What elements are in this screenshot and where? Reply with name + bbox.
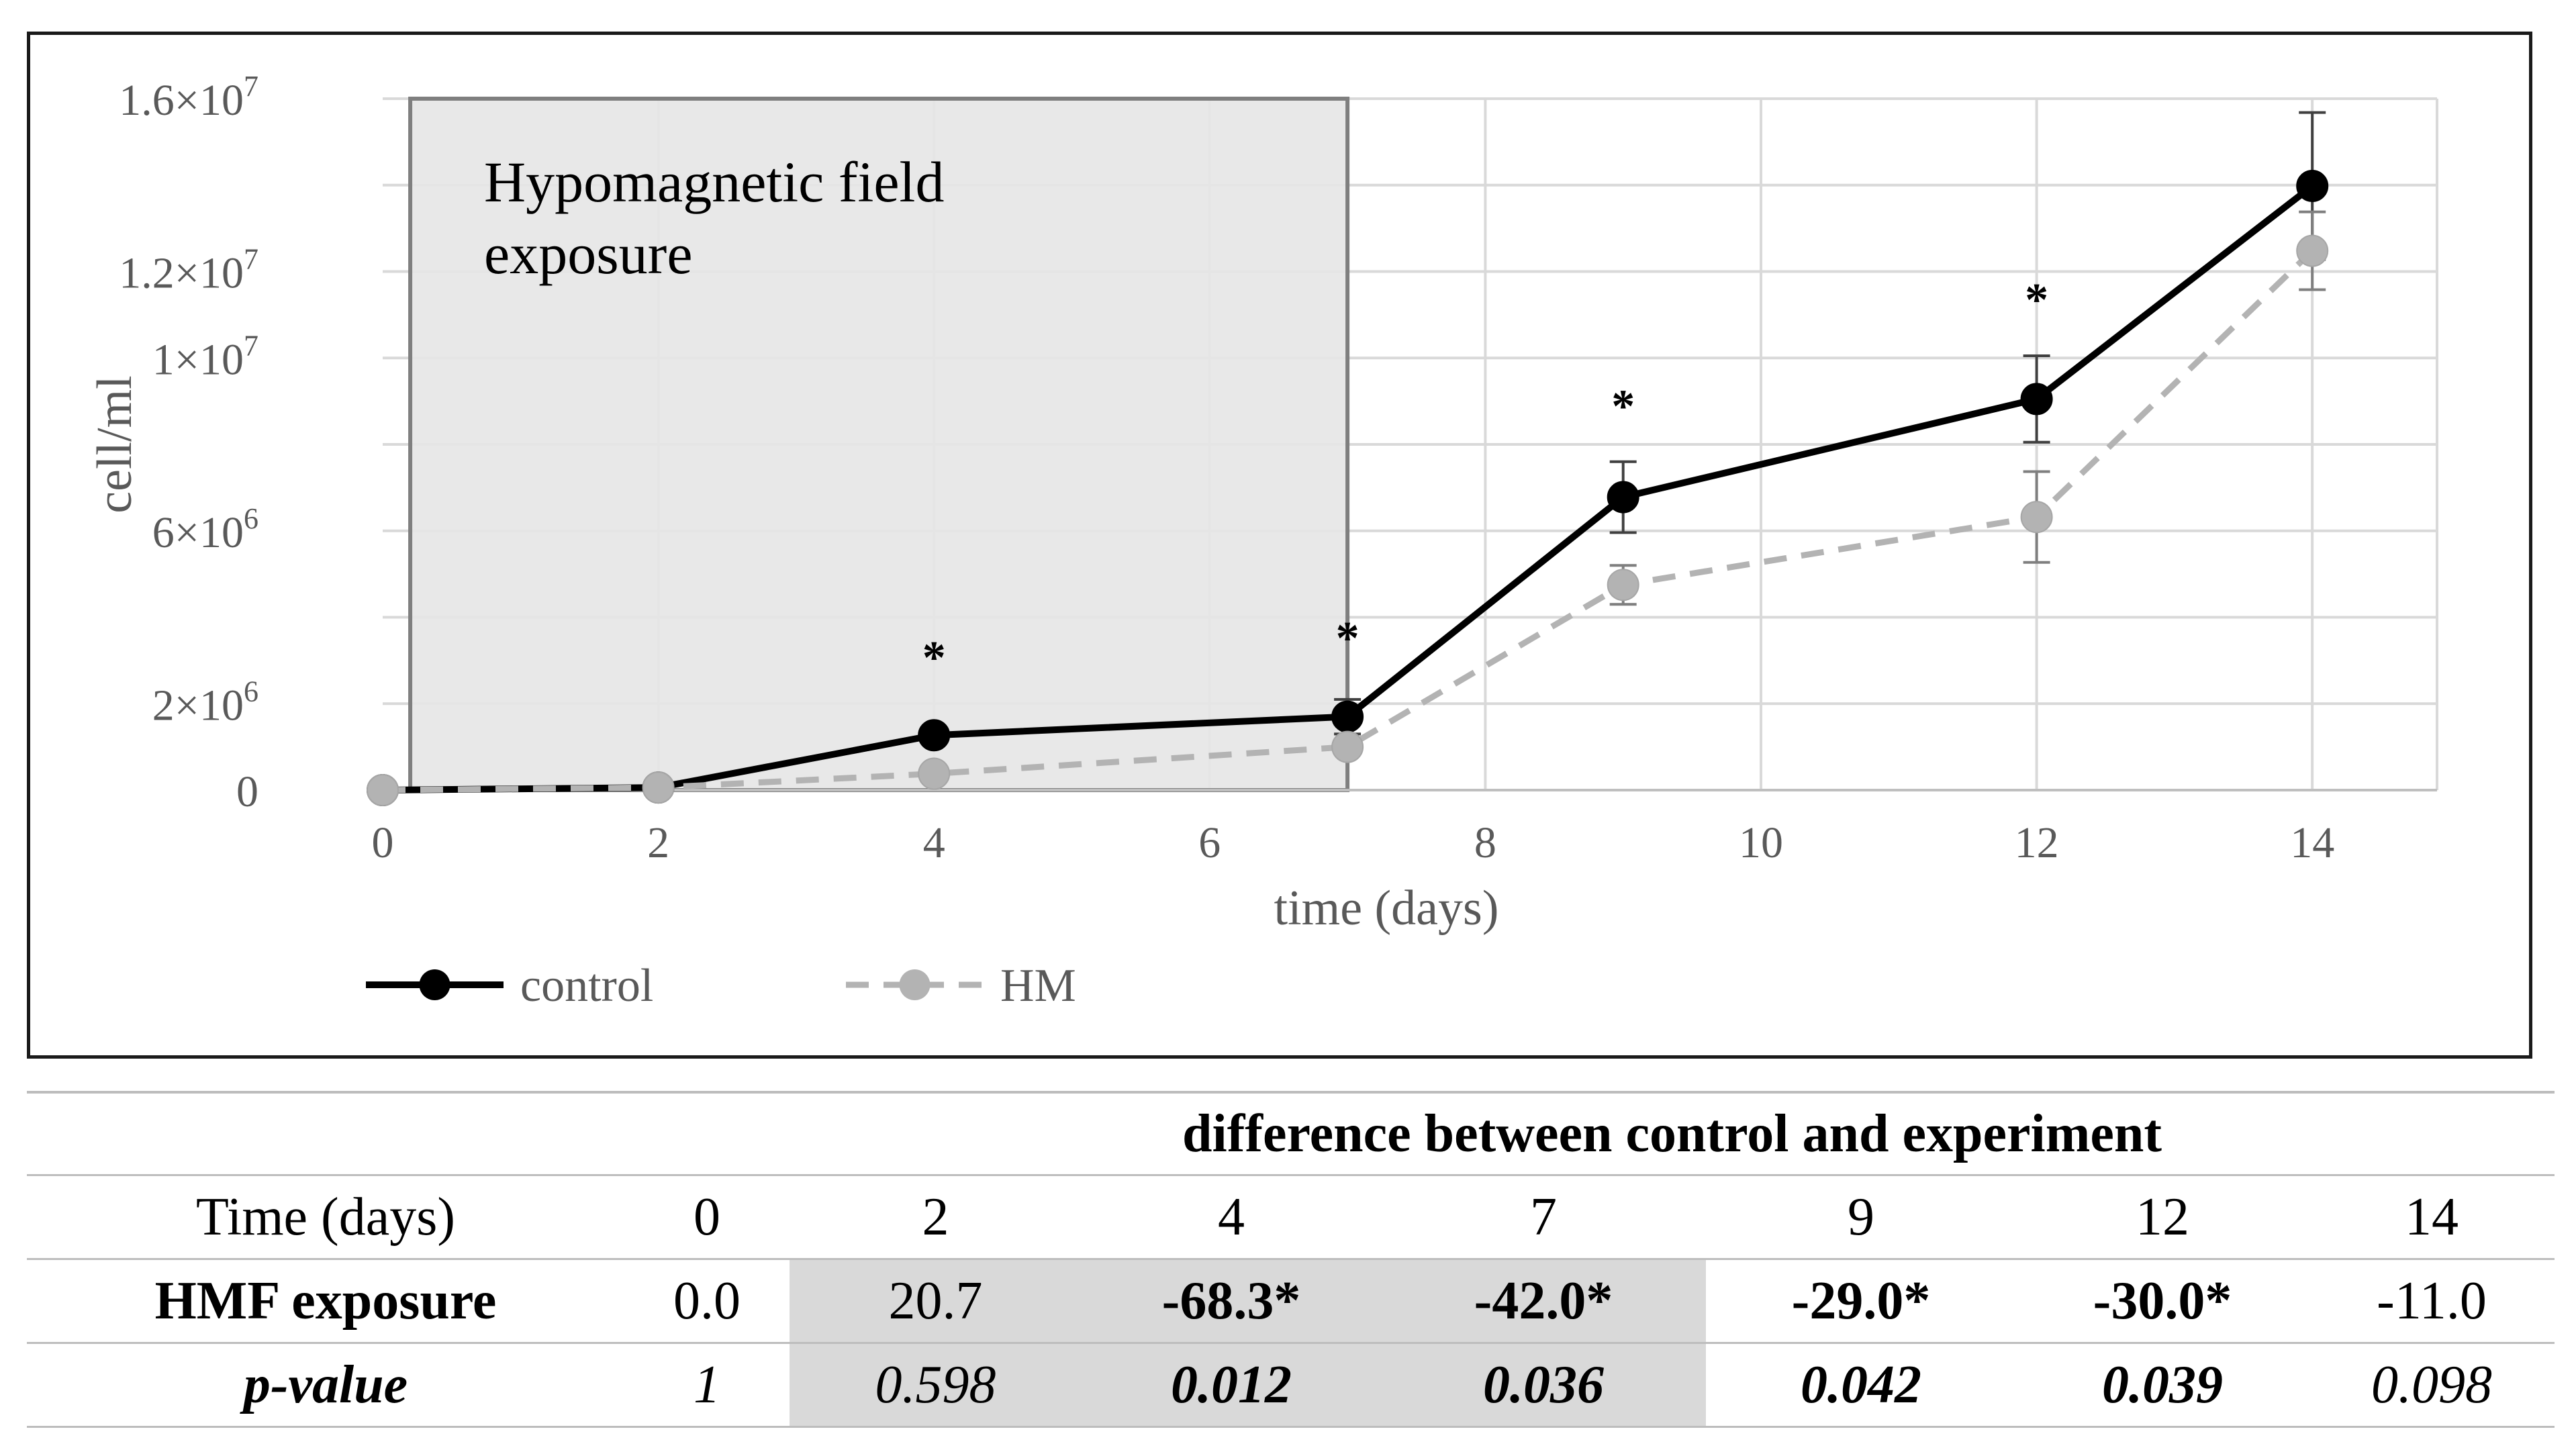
data-point-hm (2020, 501, 2053, 534)
table-cell: -68.3* (1082, 1259, 1381, 1343)
table-cell: -11.0 (2377, 1271, 2487, 1331)
y-tick-label: 1×107 (152, 329, 258, 384)
table-cell: 0.012 (1082, 1343, 1381, 1427)
table-row-hmf: HMF exposure 0.0 20.7 -68.3* -42.0* -29.… (27, 1259, 2555, 1343)
data-point-control (918, 719, 951, 752)
y-tick-label: 2×106 (152, 675, 258, 730)
data-point-hm (367, 774, 399, 806)
table-cell: 14 (2405, 1187, 2459, 1247)
legend-label-control: control (520, 960, 653, 1012)
x-tick-label: 2 (647, 818, 669, 867)
data-point-control (1331, 700, 1364, 733)
table-cell: 0.036 (1381, 1343, 1706, 1427)
table-cell: 0.098 (2371, 1355, 2492, 1414)
table-cell: -29.0* (1791, 1271, 1931, 1331)
table-row-pvalue: p-value 1 0.598 0.012 0.036 0.042 0.039 … (27, 1343, 2555, 1427)
data-point-control (2020, 383, 2053, 416)
significance-asterisk: * (2025, 275, 2048, 326)
legend-label-hm: HM (1000, 960, 1076, 1012)
table-cell: 4 (1218, 1187, 1245, 1247)
table-cell: 0.042 (1801, 1355, 1921, 1414)
y-tick-label: 1.6×107 (119, 70, 258, 125)
x-axis-title: time (days) (1274, 881, 1499, 936)
row-label-hmf: HMF exposure (154, 1271, 497, 1331)
table-cell: 9 (1848, 1187, 1874, 1247)
x-tick-label: 14 (2290, 818, 2334, 867)
table-cell: 0.039 (2102, 1355, 2223, 1414)
chart-frame: 0 2 4 6 8 10 12 14 0 2×106 6×106 1×107 1.2×107 1.6×10… (27, 32, 2532, 1059)
x-tick-label: 12 (2015, 818, 2059, 867)
exposure-label-line1: Hypomagnetic field (484, 150, 944, 214)
table-cell: 7 (1530, 1187, 1557, 1247)
x-tick-label: 8 (1474, 818, 1496, 867)
x-tick-label: 10 (1739, 818, 1783, 867)
legend-marker-control (419, 969, 450, 1000)
y-tick-label: 1.2×107 (119, 243, 258, 298)
x-tick-label: 0 (372, 818, 394, 867)
table-cell: 2 (922, 1187, 949, 1247)
y-axis-title: cell/ml (87, 375, 142, 514)
x-tick-label: 4 (923, 818, 945, 867)
data-point-hm (2296, 234, 2329, 267)
y-tick-label: 6×106 (152, 502, 258, 557)
x-tick-label: 6 (1198, 818, 1221, 867)
table-cell: 0 (694, 1187, 720, 1247)
table-title-row: difference between control and experimen… (27, 1092, 2555, 1175)
data-point-hm (1331, 730, 1364, 763)
table-cell: 12 (2136, 1187, 2189, 1247)
significance-asterisk: * (1336, 613, 1359, 665)
table-cell: 0.0 (673, 1271, 741, 1331)
table-cell: 0.598 (790, 1343, 1082, 1427)
data-point-hm (918, 757, 951, 790)
chart: 0 2 4 6 8 10 12 14 0 2×106 6×106 1×107 1.2×107 1.6×10… (87, 70, 2438, 1012)
table-cell: 20.7 (790, 1259, 1082, 1343)
data-point-control (1607, 481, 1639, 514)
y-tick-label: 0 (236, 767, 258, 816)
row-label-pvalue: p-value (243, 1355, 408, 1414)
row-label-time: Time (days) (196, 1187, 455, 1247)
hypomagnetic-exposure-region (408, 97, 1350, 792)
data-point-control (2296, 170, 2329, 203)
data-point-hm (642, 771, 675, 804)
legend-marker-hm (899, 969, 931, 1000)
significance-asterisk: * (922, 632, 946, 684)
table-cell: 1 (694, 1355, 720, 1414)
significance-asterisk: * (1611, 381, 1635, 432)
table-title: difference between control and experimen… (1182, 1104, 2162, 1163)
exposure-label-line2: exposure (484, 222, 692, 286)
table-cell: -42.0* (1381, 1259, 1706, 1343)
difference-table: difference between control and experimen… (27, 1091, 2555, 1428)
table-row-time: Time (days) 0 2 4 7 9 12 14 (27, 1175, 2555, 1259)
data-point-hm (1607, 569, 1639, 601)
table-cell: -30.0* (2093, 1271, 2232, 1331)
